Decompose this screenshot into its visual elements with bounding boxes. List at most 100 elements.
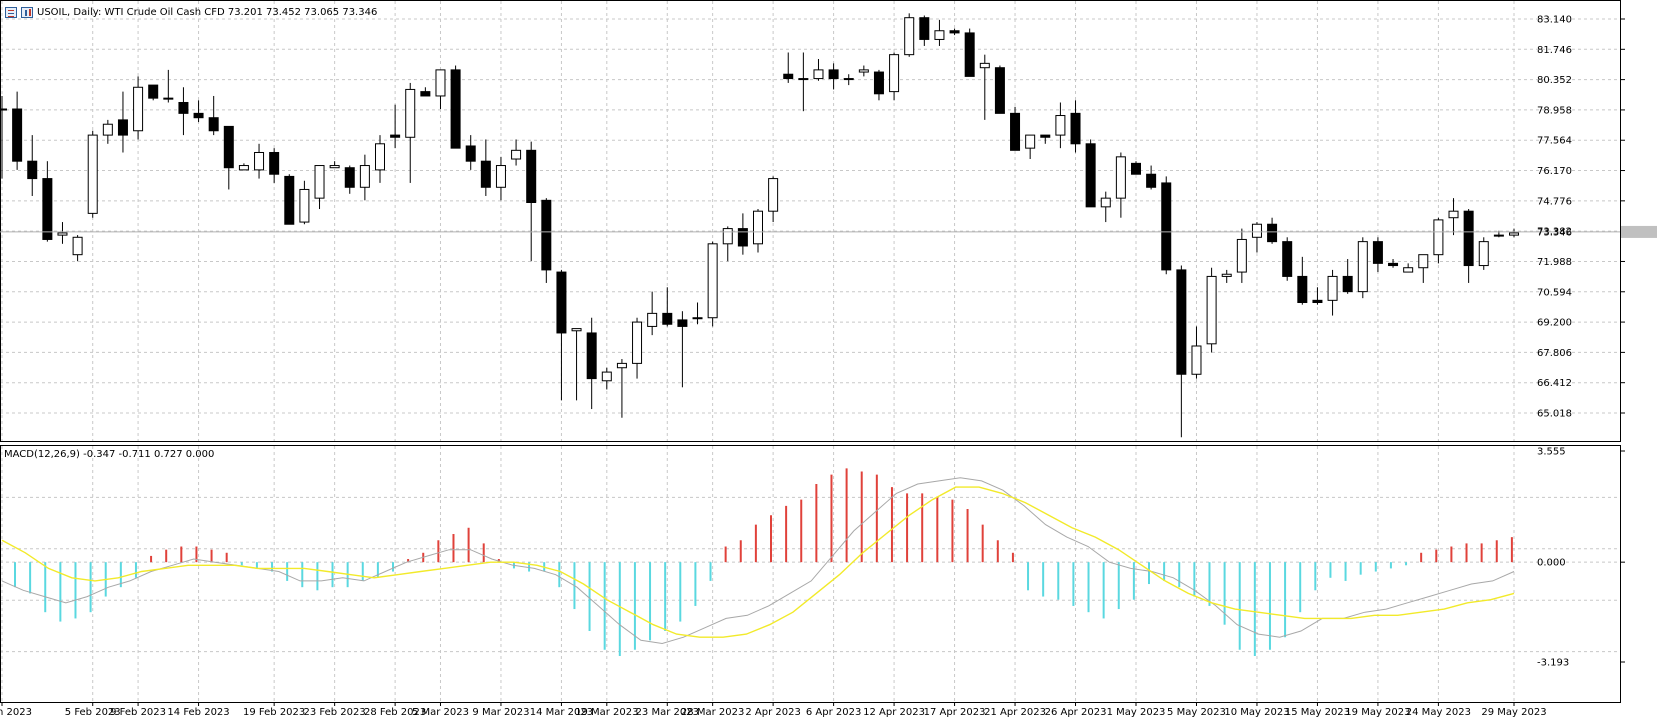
candle — [647, 291, 658, 336]
candle — [1342, 259, 1353, 294]
candle-body — [314, 165, 325, 199]
candle-body — [359, 165, 370, 188]
time-tick-label: 14 Feb 2023 — [167, 707, 229, 718]
time-tick-label: 5 May 2023 — [1167, 707, 1226, 718]
time-tick-label: 15 May 2023 — [1285, 707, 1350, 718]
candle — [616, 359, 627, 418]
quotes-list-icon[interactable] — [5, 6, 17, 18]
candle — [889, 52, 900, 101]
chart-type-icon[interactable] — [21, 6, 33, 18]
time-tick-label: 14 Mar 2023 — [530, 707, 593, 718]
candle — [904, 13, 915, 57]
candle — [873, 69, 884, 101]
candle-body — [102, 123, 113, 136]
candle-body — [1312, 299, 1323, 304]
candle-body — [163, 97, 174, 100]
candle-body — [1342, 275, 1353, 293]
price-grid — [0, 1, 1620, 441]
last-price-label: 73.346 — [1537, 227, 1572, 238]
candle-body — [148, 84, 159, 99]
candle — [1282, 237, 1293, 281]
price-panel-frame — [0, 0, 1621, 442]
time-tick-label: 1 May 2023 — [1107, 707, 1166, 718]
time-tick-label: 19 May 2023 — [1345, 707, 1410, 718]
candle-body — [768, 178, 779, 212]
candle — [768, 176, 779, 223]
macd-tick-label: -3.193 — [1537, 658, 1569, 669]
candle-body — [375, 143, 385, 171]
candle-body — [420, 91, 431, 97]
time-tick-label: 28 Mar 2023 — [681, 707, 744, 718]
candle-body — [1146, 173, 1157, 188]
candle-body — [571, 328, 582, 332]
macd-panel-frame — [0, 445, 1621, 703]
candle — [1327, 269, 1338, 316]
price-tick-label: 78.958 — [1537, 105, 1572, 116]
time-tick-label: 6 Apr 2023 — [806, 707, 861, 718]
candle — [813, 59, 824, 81]
candle — [571, 328, 582, 401]
candle-body — [329, 165, 340, 169]
candle — [511, 139, 522, 166]
candle-body — [1221, 273, 1232, 277]
price-axis: 83.140 81.746 80.352 78.958 77.564 76.170 74.7… — [1537, 15, 1625, 420]
candle-body — [480, 160, 491, 188]
candle — [1448, 198, 1459, 236]
candle — [329, 161, 340, 169]
candle — [344, 165, 355, 194]
candle — [798, 52, 809, 112]
candle — [994, 65, 1005, 114]
candle-body — [798, 78, 809, 81]
candle-body — [1191, 345, 1202, 375]
candle-body — [677, 319, 688, 327]
candle-body — [1448, 210, 1459, 219]
candle-body — [87, 134, 98, 214]
candle-body — [269, 151, 280, 175]
candle — [1070, 100, 1081, 153]
candle — [1403, 263, 1414, 273]
candle-body — [1115, 156, 1126, 199]
time-tick-label: 12 Apr 2023 — [863, 707, 925, 718]
price-tick-label: 65.018 — [1537, 409, 1572, 420]
candle — [1312, 287, 1323, 305]
candle-body — [1357, 241, 1368, 293]
candle-body — [72, 236, 83, 256]
candle — [979, 54, 990, 120]
candle-body — [299, 188, 310, 223]
macd-title: MACD(12,26,9) -0.347 -0.711 0.727 0.000 — [4, 449, 215, 460]
candle — [1297, 256, 1308, 305]
candle-body — [1493, 234, 1504, 237]
candle-body — [1478, 241, 1489, 267]
candle-body — [647, 312, 658, 327]
candle-body — [1131, 162, 1141, 175]
candle — [1372, 237, 1383, 273]
candle-body — [12, 108, 23, 162]
candle-body — [1509, 232, 1519, 236]
candle-body — [1100, 197, 1111, 208]
candle — [934, 19, 945, 46]
time-tick-label: 21 Apr 2023 — [984, 707, 1046, 718]
candle — [737, 213, 748, 255]
candle-body — [692, 317, 703, 320]
candle — [480, 139, 491, 196]
candle-body — [556, 271, 567, 334]
candle — [1236, 228, 1247, 283]
candle-body — [42, 178, 53, 240]
candle-body — [1388, 262, 1399, 267]
candle-body — [208, 117, 219, 132]
candle-body — [1025, 134, 1036, 149]
macd-grid — [0, 446, 1620, 702]
candle — [314, 165, 325, 210]
candle-body — [1251, 223, 1262, 238]
candle — [495, 156, 506, 201]
candle-body — [934, 30, 945, 40]
candle-body — [753, 210, 763, 245]
candle — [420, 87, 431, 97]
candle — [284, 174, 295, 225]
candle-body — [1161, 182, 1172, 271]
candle — [1418, 254, 1429, 283]
candle — [1100, 191, 1111, 223]
time-tick-label: 17 Apr 2023 — [924, 707, 986, 718]
candle — [1055, 102, 1066, 149]
price-tick-label: 70.594 — [1537, 287, 1572, 298]
